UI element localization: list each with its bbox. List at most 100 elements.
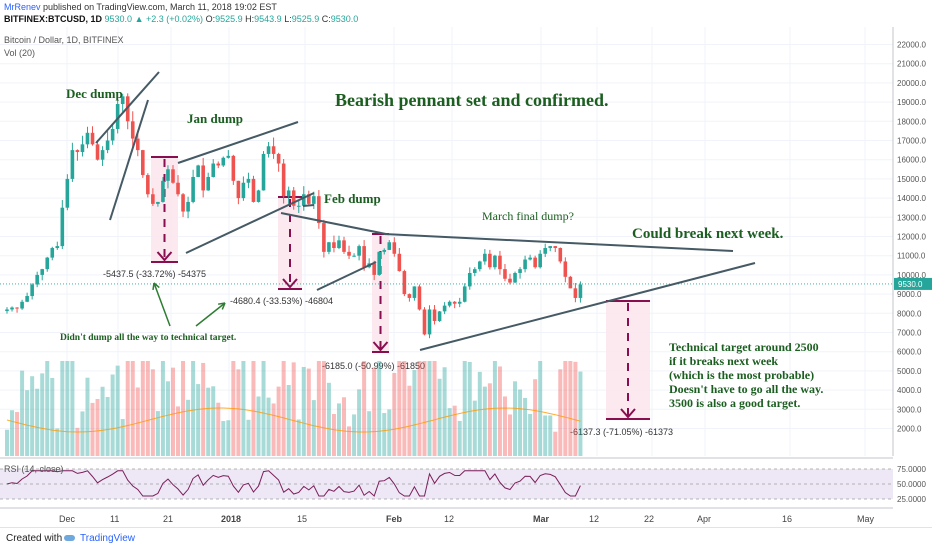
volume-bar: [452, 405, 457, 456]
price-tick-label: 2000.0: [897, 425, 922, 434]
volume-bar: [502, 396, 507, 456]
candle-body: [312, 196, 316, 204]
candle-body: [488, 253, 492, 268]
measure-label: -6137.3 (-71.05%) -61373: [570, 427, 673, 437]
rsi-line: [6, 470, 581, 497]
volume-bar: [261, 361, 266, 456]
annotation-feb-dump: Feb dump: [324, 191, 381, 206]
volume-bar: [518, 389, 523, 456]
annotation-arrowhead: [152, 282, 160, 291]
candle-body: [533, 257, 537, 268]
candle-body: [427, 309, 432, 335]
ohlc-line: BITFINEX:BTCUSD, 1D 9530.0 ▲ +2.3 (+0.02…: [4, 14, 358, 24]
price-tick-label: 11000.0: [897, 252, 926, 261]
volume-bar: [251, 361, 256, 456]
candle-body: [301, 194, 306, 206]
volume-bar: [145, 361, 150, 456]
volume-bar: [508, 414, 512, 456]
volume-bar: [347, 426, 352, 456]
volume-bar: [412, 370, 417, 456]
volume-bar: [342, 397, 347, 456]
chart-canvas[interactable]: -5437.5 (-33.72%) -54375 -4680.4 (-33.53%…: [0, 0, 932, 527]
candle-body: [236, 180, 241, 199]
candle-body: [402, 271, 407, 295]
price-tick-label: 22000.0: [897, 41, 926, 50]
candle-body: [457, 301, 462, 304]
volume-bar: [160, 361, 165, 456]
annotation-dec-dump: Dec dump: [66, 86, 123, 101]
volume-bar: [362, 361, 367, 456]
annotation-jan-dump: Jan dump: [187, 111, 243, 126]
time-tick-label: Apr: [697, 514, 711, 524]
volume-bar: [75, 427, 80, 456]
candle-body: [166, 169, 170, 181]
volume-bar: [281, 361, 286, 456]
candle-body: [196, 165, 200, 177]
volume-bar: [60, 361, 65, 456]
candle-body: [176, 182, 180, 195]
tradingview-brand[interactable]: TradingView: [80, 533, 136, 544]
volume-bar: [211, 386, 216, 456]
low-value: 9525.9: [291, 14, 320, 24]
measure-arrow: [620, 408, 636, 419]
trend-line: [280, 212, 387, 235]
annotation-arrow: [153, 282, 171, 327]
last-price-tag: [894, 277, 932, 290]
candle-body: [563, 261, 568, 277]
candle-body: [110, 128, 115, 141]
candle-body: [125, 96, 130, 122]
candle-body: [130, 121, 135, 139]
volume-bar: [206, 387, 211, 456]
volume-bar: [407, 385, 412, 456]
candle-body: [80, 144, 85, 153]
candle-body: [281, 163, 286, 197]
candle-body: [407, 294, 412, 298]
publish-info: published on TradingView.com, March 11, …: [43, 2, 277, 12]
footer: Created with TradingView: [0, 527, 932, 551]
annotation-target-line: Technical target around 2500: [669, 340, 819, 354]
chart-background: [0, 0, 932, 527]
price-tick-label: 4000.0: [897, 386, 922, 395]
price-tick-label: 13000.0: [897, 213, 926, 222]
candle-body: [422, 309, 427, 335]
last-price-tag-label: 9530.0: [898, 280, 923, 289]
price-axis[interactable]: 2000.0 3000.0 4000.0 5000.0 6000.0 7000.0 8000…: [892, 27, 932, 456]
time-axis[interactable]: Dec 11 21 2018 15 Feb 12 Mar 12 22 Apr 16 May: [0, 507, 893, 524]
time-tick-label: Dec: [59, 514, 76, 524]
volume-bar: [437, 378, 442, 456]
candle-body: [85, 132, 90, 145]
volume-bar: [130, 361, 135, 456]
candle-body: [543, 248, 548, 254]
candle-body: [558, 248, 563, 262]
volume-bar: [186, 399, 191, 456]
volume-bar: [482, 386, 487, 456]
time-tick-label: 2018: [221, 514, 241, 524]
trend-line: [302, 204, 315, 207]
candle-body: [40, 269, 45, 275]
author-link[interactable]: MrRenev: [4, 2, 41, 12]
candle-body: [151, 194, 155, 204]
symbol: BITFINEX:BTCUSD, 1D: [4, 14, 103, 24]
volume-bar: [70, 361, 75, 456]
price-tick-label: 18000.0: [897, 117, 926, 126]
measure-box: [372, 234, 389, 352]
candle-body: [156, 201, 160, 204]
close-label: C:: [321, 14, 331, 24]
volume-bar: [65, 361, 70, 456]
volume-bar: [50, 377, 55, 456]
rsi-level-label: 50.0000: [897, 480, 926, 489]
candle-body: [573, 288, 578, 298]
candle-body: [276, 153, 281, 164]
volume-bar: [523, 397, 528, 456]
created-with-text: Created with: [6, 533, 63, 544]
candle-body: [362, 246, 366, 268]
volume-bar: [528, 413, 533, 456]
candle-body: [231, 155, 236, 181]
annotation-target-line: Doesn't have to go all the way.: [669, 382, 823, 396]
trend-line: [419, 262, 756, 351]
volume-bar: [372, 367, 377, 456]
candle-body: [35, 274, 39, 285]
price-tick-label: 8000.0: [897, 309, 922, 318]
close-value: 9530.0: [330, 14, 359, 24]
volume-bar: [427, 361, 432, 456]
